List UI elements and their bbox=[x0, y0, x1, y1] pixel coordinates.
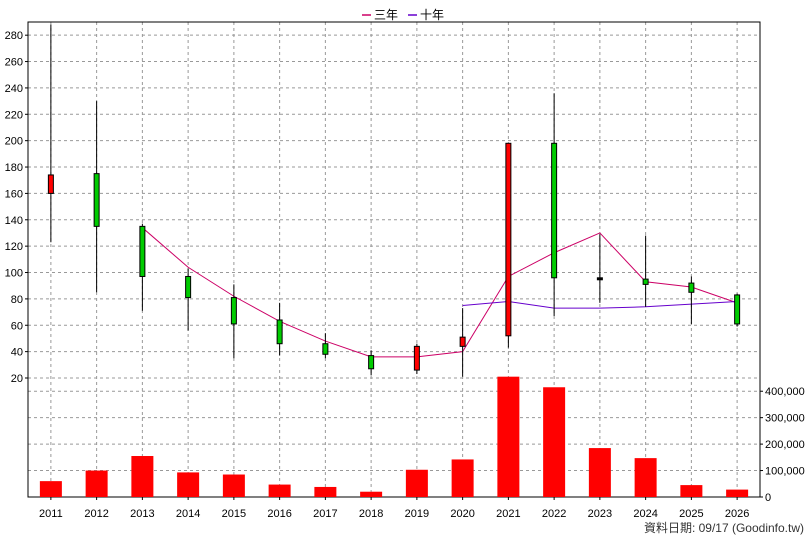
volume-tick-label: 200,000 bbox=[765, 439, 805, 451]
year-tick-label: 2011 bbox=[39, 508, 63, 520]
ma-3yr-line bbox=[142, 227, 738, 358]
volume-bar bbox=[314, 486, 337, 497]
volume-bars bbox=[39, 376, 749, 497]
volume-bar bbox=[588, 448, 611, 497]
year-tick-label: 2018 bbox=[359, 508, 383, 520]
price-tick-label: 200 bbox=[5, 136, 23, 148]
volume-bar bbox=[360, 491, 383, 497]
candle-body bbox=[734, 294, 741, 325]
volume-bar bbox=[451, 459, 474, 497]
grid-lines bbox=[28, 22, 760, 497]
candlesticks bbox=[47, 24, 741, 377]
candle-body bbox=[185, 275, 192, 299]
year-tick-label: 2023 bbox=[588, 508, 612, 520]
candle-body bbox=[47, 174, 54, 194]
price-tick-label: 180 bbox=[5, 162, 23, 174]
price-tick-label: 260 bbox=[5, 57, 23, 69]
price-tick-label: 240 bbox=[5, 83, 23, 95]
candle-body bbox=[505, 142, 512, 337]
price-tick-label: 80 bbox=[11, 294, 23, 306]
year-tick-label: 2012 bbox=[84, 508, 108, 520]
candle-body bbox=[551, 142, 558, 279]
legend-label: 三年 bbox=[374, 8, 398, 22]
year-tick-label: 2014 bbox=[176, 508, 200, 520]
price-tick-label: 140 bbox=[5, 215, 23, 227]
plot-frame bbox=[27, 21, 761, 498]
price-tick-label: 160 bbox=[5, 188, 23, 200]
volume-bar bbox=[634, 458, 657, 497]
volume-tick-label: 300,000 bbox=[765, 413, 805, 425]
volume-bar bbox=[85, 470, 108, 497]
candle-body bbox=[139, 225, 146, 277]
price-tick-label: 280 bbox=[5, 30, 23, 42]
candle-body bbox=[688, 282, 695, 293]
price-tick-label: 100 bbox=[5, 268, 23, 280]
price-tick-label: 40 bbox=[11, 347, 23, 359]
year-tick-label: 2022 bbox=[542, 508, 566, 520]
year-tick-label: 2019 bbox=[405, 508, 429, 520]
volume-axis: 0 100,000 200,000 300,000 400,000 bbox=[760, 386, 805, 504]
price-tick-label: 60 bbox=[11, 320, 23, 332]
candle-body bbox=[368, 355, 375, 370]
candle-body bbox=[322, 343, 329, 355]
candle-body bbox=[93, 173, 100, 227]
volume-bar bbox=[680, 485, 703, 497]
legend: 三年 十年 bbox=[362, 8, 444, 22]
volume-bar bbox=[405, 469, 428, 497]
candle-body bbox=[276, 319, 283, 345]
year-tick-label: 2025 bbox=[679, 508, 703, 520]
year-tick-label: 2015 bbox=[222, 508, 246, 520]
volume-bar bbox=[497, 376, 520, 497]
volume-bar bbox=[177, 472, 200, 497]
year-axis: 2011 2012 2013 2014 2015 2016 2017 2018 2019 2020… bbox=[39, 497, 749, 520]
data-date-footer: 資料日期: 09/17 (Goodinfo.tw) bbox=[644, 521, 804, 535]
candle-body bbox=[642, 278, 649, 285]
volume-tick-label: 100,000 bbox=[765, 466, 805, 478]
price-tick-label: 120 bbox=[5, 241, 23, 253]
year-tick-label: 2024 bbox=[633, 508, 657, 520]
year-tick-label: 2026 bbox=[725, 508, 749, 520]
candle-body bbox=[596, 277, 603, 281]
year-tick-label: 2021 bbox=[496, 508, 520, 520]
price-axis: 20 40 60 80 100 120 140 160 180 200 220 240 260 280 bbox=[5, 30, 28, 385]
volume-bar bbox=[222, 474, 245, 497]
volume-bar bbox=[543, 387, 566, 497]
volume-bar bbox=[726, 489, 749, 497]
price-tick-label: 20 bbox=[11, 373, 23, 385]
candle-body bbox=[230, 297, 237, 325]
year-tick-label: 2013 bbox=[130, 508, 154, 520]
year-tick-label: 2017 bbox=[313, 508, 337, 520]
year-tick-label: 2016 bbox=[267, 508, 291, 520]
volume-bar bbox=[268, 484, 291, 497]
volume-bar bbox=[131, 456, 154, 497]
year-tick-label: 2020 bbox=[450, 508, 474, 520]
candle-body bbox=[459, 336, 466, 347]
volume-tick-label: 400,000 bbox=[765, 386, 805, 398]
legend-label: 十年 bbox=[420, 8, 444, 22]
candle-body bbox=[413, 345, 420, 371]
price-tick-label: 220 bbox=[5, 109, 23, 121]
volume-tick-label: 0 bbox=[765, 492, 771, 504]
volume-bar bbox=[39, 481, 62, 497]
